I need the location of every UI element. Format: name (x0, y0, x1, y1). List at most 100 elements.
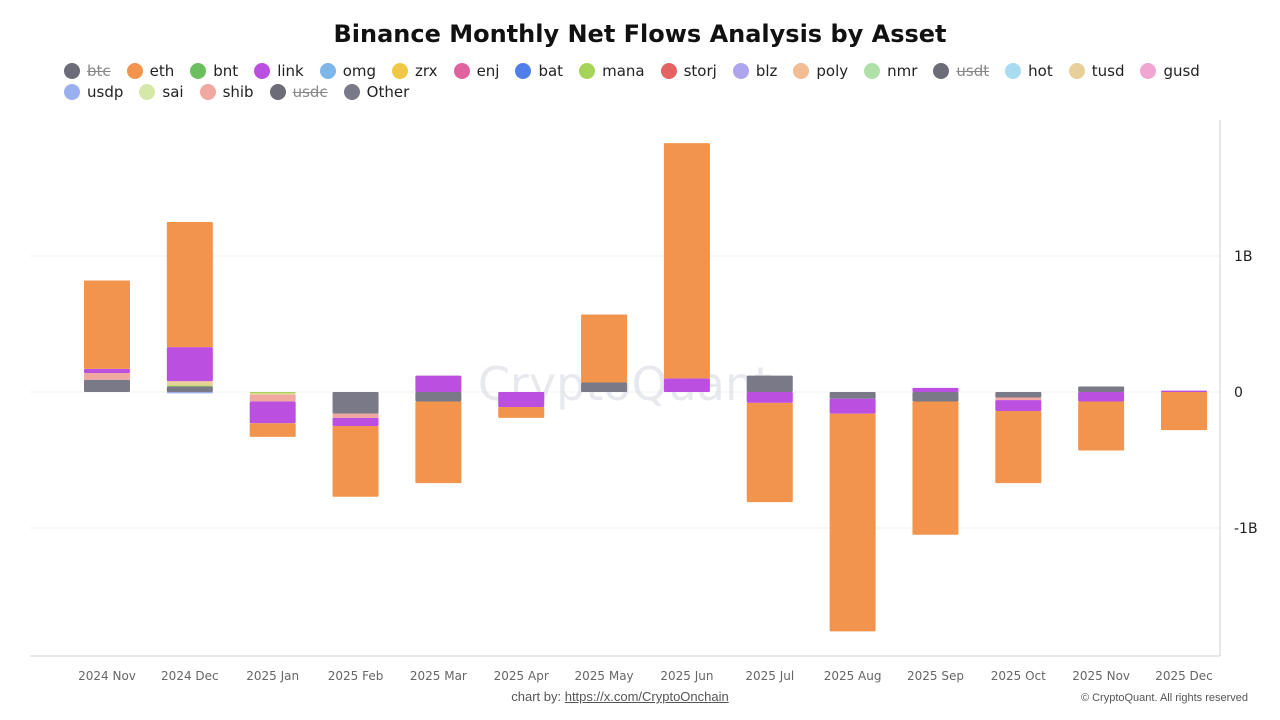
bar-link-2025-mar (415, 375, 462, 392)
legend-item-bnt[interactable]: bnt (190, 62, 238, 80)
legend-label: link (277, 61, 304, 80)
legend-label: sai (162, 82, 184, 101)
legend-swatch (199, 83, 216, 100)
legend-label: gusd (1163, 61, 1200, 80)
legend-item-blz[interactable]: blz (732, 61, 778, 80)
legend-label: bnt (213, 61, 239, 80)
x-tick-label: 2025 Mar (410, 669, 467, 683)
legend-label: mana (602, 61, 645, 80)
x-tick-label: 2024 Nov (78, 669, 136, 683)
x-tick-label: 2025 Aug (824, 669, 882, 683)
x-tick-label: 2025 Oct (991, 669, 1046, 683)
legend-swatch (126, 62, 143, 79)
legend-label: usdp (87, 82, 124, 101)
legend-swatch (392, 62, 409, 79)
bar-link-2025-aug (829, 398, 876, 414)
legend-item-eth[interactable]: eth (126, 61, 175, 80)
legend-swatch (1068, 62, 1085, 79)
legend-item-usdc[interactable]: usdc (269, 82, 328, 101)
bar-eth-2025-oct (995, 411, 1042, 484)
legend-item-shib[interactable]: shib (199, 82, 254, 101)
legend-item-omg[interactable]: omg (319, 61, 377, 80)
legend-swatch (269, 83, 286, 100)
legend-item-sai[interactable]: sai (139, 82, 184, 101)
bar-eth-2025-nov (1078, 401, 1125, 451)
credit-link[interactable]: https://x.com/CryptoOnchain (564, 689, 729, 704)
bar-eth-2025-jul (746, 402, 793, 503)
bar-link-2025-oct (995, 400, 1042, 412)
chart-title: Binance Monthly Net Flows Analysis by As… (333, 20, 947, 48)
legend-item-zrx[interactable]: zrx (392, 62, 438, 80)
bar-other-2025-sep (912, 392, 959, 402)
legend-item-mana[interactable]: mana (579, 62, 645, 80)
bar-link-2025-apr (498, 392, 545, 407)
legend-item-poly[interactable]: poly (793, 62, 848, 80)
legend-item-hot[interactable]: hot (1005, 62, 1053, 80)
bar-usdp-2024-dec (166, 392, 213, 394)
bar-eth-2025-mar (415, 401, 462, 484)
legend-label: btc (87, 61, 111, 80)
legend-swatch (732, 62, 749, 79)
legend-swatch (64, 62, 80, 79)
bar-shib-2025-oct (995, 397, 1042, 401)
copyright-notice: © CryptoQuant. All rights reserved (1080, 692, 1248, 704)
bar-link-2025-jan (249, 401, 296, 424)
legend-label: usdc (292, 82, 328, 101)
x-tick-label: 2025 Nov (1072, 669, 1130, 683)
bar-link-2025-jul (746, 392, 793, 403)
bar-other-2025-jul (746, 375, 793, 392)
bar-tusd-2025-jan (249, 393, 296, 395)
legend-item-btc[interactable]: btc (64, 62, 111, 80)
legend-swatch (139, 83, 156, 100)
legend-label: eth (149, 61, 175, 80)
x-tick-label: 2025 Dec (1155, 669, 1213, 683)
x-tick-label: 2025 Jan (246, 669, 299, 683)
legend-row: btc eth bnt link omg zrx enj bat mana storj blz pol… (64, 60, 1234, 81)
bar-shib-2025-feb (332, 413, 379, 418)
legend-swatch (453, 62, 470, 79)
bar-eth-2024-nov (84, 280, 130, 369)
legend-item-nmr[interactable]: nmr (864, 62, 917, 80)
legend-swatch (660, 62, 677, 79)
legend-row: usdp sai shib usdc Other (64, 81, 1234, 102)
legend-item-storj[interactable]: storj (660, 62, 717, 80)
legend-swatch (319, 62, 336, 79)
x-tick-label: 2024 Dec (161, 669, 219, 683)
bar-eth-2025-jun (663, 143, 710, 379)
x-tick-label: 2025 Apr (494, 669, 549, 683)
legend-swatch (190, 62, 207, 79)
bar-other-2025-oct (995, 392, 1042, 398)
y-tick-label: 1B (1234, 249, 1253, 265)
y-tick-label: 0 (1234, 385, 1243, 401)
legend-item-usdt[interactable]: usdt (933, 62, 989, 80)
bar-eth-2025-feb (332, 426, 379, 497)
bar-shib-2024-nov (84, 372, 130, 380)
legend-item-tusd[interactable]: tusd (1068, 62, 1124, 80)
legend-label: omg (342, 61, 377, 80)
legend-item-link[interactable]: link (254, 62, 304, 80)
bar-eth-2025-aug (829, 413, 876, 632)
bar-other-2025-aug (829, 392, 876, 399)
legend-swatch (864, 62, 881, 79)
legend-label: blz (755, 61, 778, 80)
legend-item-gusd[interactable]: gusd (1140, 61, 1200, 80)
legend-label: shib (222, 82, 254, 101)
legend-swatch (1005, 62, 1022, 79)
bar-eth-2025-may (581, 314, 628, 383)
legend-item-usdp[interactable]: usdp (64, 83, 123, 101)
bar-other-2025-nov (1078, 386, 1125, 392)
bar-mana-2024-dec (166, 385, 213, 387)
legend-label: enj (476, 61, 500, 80)
bar-link-2024-dec (166, 347, 213, 382)
bar-other-2025-may (581, 382, 628, 392)
legend-item-other[interactable]: Other (343, 83, 409, 101)
x-tick-label: 2025 May (574, 669, 633, 683)
legend-item-enj[interactable]: enj (453, 61, 500, 80)
x-tick-label: 2025 Feb (328, 669, 384, 683)
x-tick-label: 2025 Jul (745, 669, 794, 683)
legend-item-bat[interactable]: bat (515, 62, 563, 80)
legend-swatch (343, 83, 360, 100)
bar-other-2025-mar (415, 392, 462, 402)
legend-label: hot (1028, 61, 1053, 80)
